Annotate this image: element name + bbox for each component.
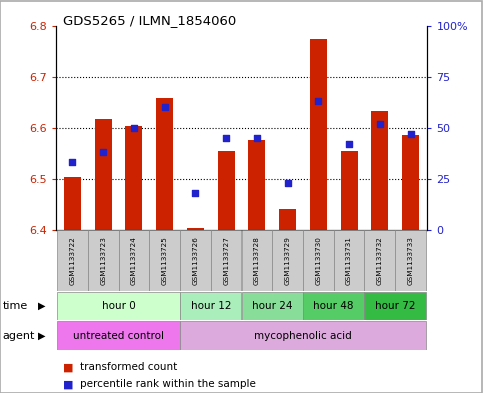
Bar bbox=[402, 136, 419, 230]
Point bbox=[376, 121, 384, 127]
Point bbox=[99, 149, 107, 155]
Text: GSM1133726: GSM1133726 bbox=[192, 236, 199, 285]
Text: GSM1133728: GSM1133728 bbox=[254, 236, 260, 285]
Text: hour 72: hour 72 bbox=[375, 301, 415, 311]
Bar bbox=[211, 230, 242, 291]
Text: agent: agent bbox=[2, 331, 35, 341]
Bar bbox=[395, 230, 426, 291]
Bar bbox=[341, 151, 357, 230]
Text: GSM1133725: GSM1133725 bbox=[162, 236, 168, 285]
Bar bbox=[180, 292, 242, 320]
Text: hour 24: hour 24 bbox=[252, 301, 293, 311]
Point bbox=[284, 180, 291, 186]
Point bbox=[222, 135, 230, 141]
Bar bbox=[303, 292, 365, 320]
Text: GDS5265 / ILMN_1854060: GDS5265 / ILMN_1854060 bbox=[63, 14, 236, 27]
Text: GSM1133730: GSM1133730 bbox=[315, 236, 321, 285]
Bar bbox=[187, 228, 204, 230]
Point bbox=[407, 131, 414, 137]
Text: GSM1133733: GSM1133733 bbox=[408, 236, 413, 285]
Text: GSM1133731: GSM1133731 bbox=[346, 236, 352, 285]
Bar bbox=[126, 126, 142, 230]
Bar bbox=[64, 177, 81, 230]
Bar bbox=[149, 230, 180, 291]
Text: GSM1133723: GSM1133723 bbox=[100, 236, 106, 285]
Bar bbox=[248, 141, 265, 230]
Text: GSM1133732: GSM1133732 bbox=[377, 236, 383, 285]
Text: GSM1133724: GSM1133724 bbox=[131, 236, 137, 285]
Point bbox=[192, 190, 199, 196]
Bar bbox=[365, 230, 395, 291]
Text: time: time bbox=[2, 301, 28, 311]
Bar bbox=[279, 209, 296, 230]
Text: transformed count: transformed count bbox=[80, 362, 177, 373]
Text: ■: ■ bbox=[63, 362, 73, 373]
Text: ■: ■ bbox=[63, 379, 73, 389]
Bar bbox=[95, 119, 112, 230]
Point bbox=[314, 98, 322, 104]
Point bbox=[345, 141, 353, 147]
Bar bbox=[242, 230, 272, 291]
Bar bbox=[365, 292, 426, 320]
Text: GSM1133729: GSM1133729 bbox=[284, 236, 291, 285]
Bar bbox=[310, 39, 327, 230]
Bar bbox=[88, 230, 118, 291]
Text: ▶: ▶ bbox=[38, 331, 46, 341]
Bar bbox=[218, 151, 235, 230]
Point bbox=[161, 104, 169, 110]
Bar bbox=[180, 230, 211, 291]
Bar bbox=[156, 98, 173, 230]
Text: hour 12: hour 12 bbox=[190, 301, 231, 311]
Point bbox=[130, 125, 138, 131]
Bar bbox=[118, 230, 149, 291]
Text: mycophenolic acid: mycophenolic acid bbox=[254, 331, 352, 341]
Text: untreated control: untreated control bbox=[73, 331, 164, 341]
Text: hour 0: hour 0 bbox=[102, 301, 135, 311]
Point bbox=[69, 159, 76, 165]
Text: hour 48: hour 48 bbox=[313, 301, 354, 311]
Bar bbox=[272, 230, 303, 291]
Text: percentile rank within the sample: percentile rank within the sample bbox=[80, 379, 256, 389]
Bar bbox=[334, 230, 365, 291]
Bar bbox=[303, 230, 334, 291]
Bar bbox=[180, 321, 426, 350]
Text: ▶: ▶ bbox=[38, 301, 46, 311]
Text: GSM1133727: GSM1133727 bbox=[223, 236, 229, 285]
Bar bbox=[57, 321, 180, 350]
Text: GSM1133722: GSM1133722 bbox=[70, 236, 75, 285]
Bar bbox=[242, 292, 303, 320]
Bar bbox=[57, 230, 88, 291]
Bar bbox=[371, 111, 388, 230]
Point bbox=[253, 135, 261, 141]
Bar bbox=[57, 292, 180, 320]
